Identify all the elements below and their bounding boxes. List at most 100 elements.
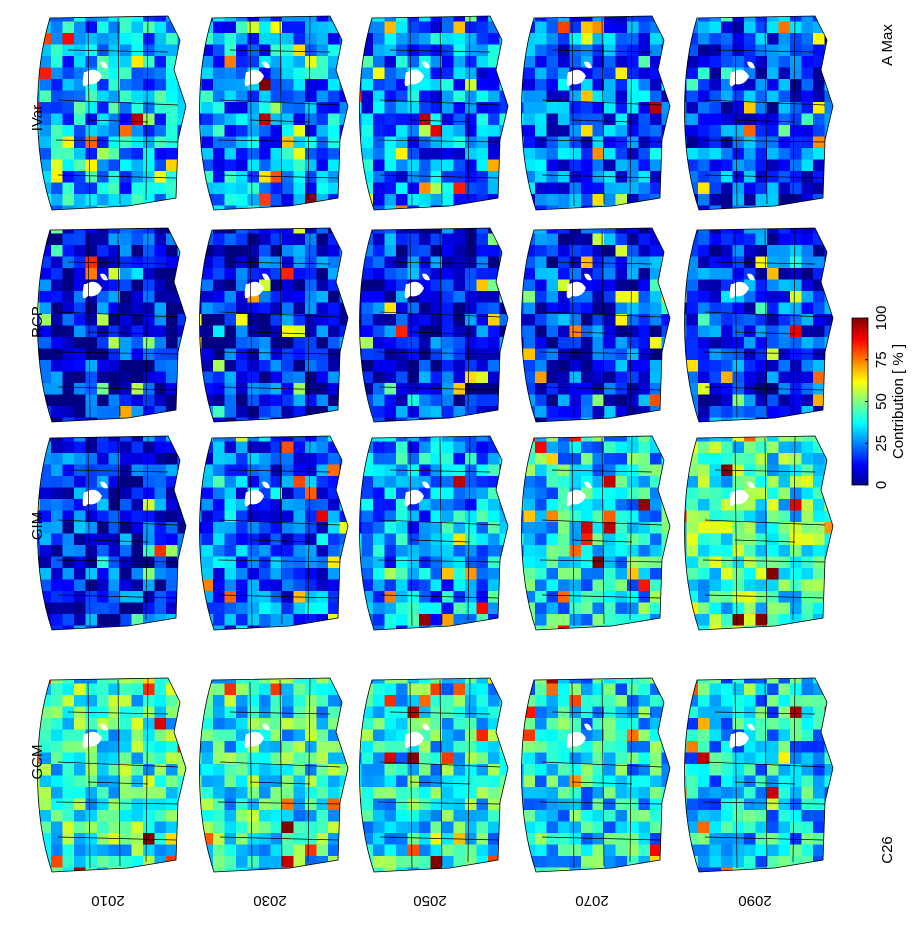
heat-cell [213,442,225,454]
heat-cell [373,10,385,22]
heat-cell [282,33,294,45]
heat-cell [477,257,489,269]
heat-cell [627,183,639,195]
heat-cell [767,314,779,326]
heat-cell [155,372,167,384]
heat-cell [512,684,524,696]
heat-cell [454,534,466,546]
heat-cell [581,33,593,45]
heat-cell [721,383,733,395]
heat-cell [305,194,317,206]
heat-cell [662,160,674,172]
heat-cell [225,160,237,172]
heat-cell [419,453,431,465]
heat-cell [213,349,225,361]
heat-cell [40,557,52,569]
heat-cell [813,148,825,160]
heat-cell [132,222,144,234]
heat-cell [225,695,237,707]
heat-cell [202,557,214,569]
heat-cell [662,314,674,326]
heat-cell [178,268,190,280]
heat-cell [500,568,512,580]
heat-cell [305,776,317,788]
heat-cell [385,45,397,57]
heat-cell [63,160,75,172]
heat-cell [593,822,605,834]
heat-cell [305,68,317,80]
heat-cell [710,291,722,303]
heat-cell [350,718,362,730]
heat-cell [51,672,63,684]
heat-cell [202,280,214,292]
heat-cell [40,545,52,557]
heat-cell [442,45,454,57]
heat-cell [454,603,466,615]
heat-cell [721,183,733,195]
heat-cell [710,349,722,361]
heat-cell [63,137,75,149]
heat-cell [581,160,593,172]
heat-cell [790,291,802,303]
heat-cell [294,349,306,361]
heat-cell [86,764,98,776]
heat-cell [236,171,248,183]
heat-cell [294,91,306,103]
heat-cell [213,56,225,68]
heat-cell [190,776,202,788]
heat-cell [744,91,756,103]
heat-cell [294,718,306,730]
heat-cell [396,868,408,880]
heat-cell [120,511,132,523]
heat-cell [593,33,605,45]
heat-cell [627,349,639,361]
heat-cell [373,799,385,811]
heat-cell [419,22,431,34]
heat-cells [190,10,352,218]
heat-cell [477,787,489,799]
heat-cell [259,545,271,557]
heat-cell [813,418,825,430]
heat-cell [604,626,616,638]
heat-cell [97,372,109,384]
heat-cell [63,245,75,257]
heat-cell [721,222,733,234]
heat-cell [362,488,374,500]
heat-cell [373,614,385,626]
heat-cell [282,418,294,430]
heat-cell [662,476,674,488]
heat-cell [97,326,109,338]
heat-cell [454,326,466,338]
heat-cell [500,626,512,638]
heat-cell [373,707,385,719]
heat-cell [120,741,132,753]
heat-cell [396,787,408,799]
heat-cell [213,822,225,834]
heat-cell [109,810,121,822]
heat-cell [305,488,317,500]
heat-cell [259,10,271,22]
heat-cell [593,360,605,372]
heat-cell [155,383,167,395]
heat-cell [120,442,132,454]
heat-cell [282,291,294,303]
heat-cell [524,591,536,603]
heat-cell [350,234,362,246]
heat-cell [350,534,362,546]
heat-cell [662,730,674,742]
heat-cell [143,787,155,799]
heat-cell [524,102,536,114]
heat-cell [524,568,536,580]
heat-cell [373,33,385,45]
heat-cell [604,79,616,91]
heat-cell [51,395,63,407]
heat-cell [616,22,628,34]
heat-cell [385,125,397,137]
heat-cell [802,626,814,638]
heat-cell [305,337,317,349]
heat-cell [236,114,248,126]
heat-cell [282,787,294,799]
heat-cell [294,672,306,684]
heat-cell [63,833,75,845]
heat-cell [675,465,687,477]
